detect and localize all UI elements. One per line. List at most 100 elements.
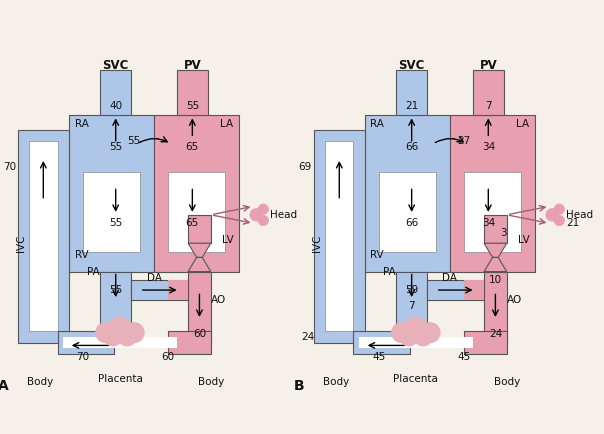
Circle shape [405,317,427,340]
FancyBboxPatch shape [188,215,211,243]
FancyBboxPatch shape [365,115,450,272]
Text: 34: 34 [481,218,495,228]
Text: 10: 10 [489,275,502,285]
Circle shape [109,317,131,340]
Text: 7: 7 [485,101,492,111]
FancyBboxPatch shape [427,280,484,300]
Text: 34: 34 [481,141,495,152]
Text: Placenta: Placenta [97,374,143,384]
Text: 40: 40 [109,101,122,111]
Text: 21: 21 [405,101,419,111]
Text: PV: PV [480,59,497,72]
FancyBboxPatch shape [353,331,410,354]
Text: 55: 55 [127,136,141,146]
FancyBboxPatch shape [313,130,365,342]
Circle shape [554,204,564,214]
Text: RA: RA [74,119,88,129]
Text: SVC: SVC [399,59,425,72]
Circle shape [554,215,564,226]
FancyBboxPatch shape [100,70,131,115]
Text: RV: RV [370,250,384,260]
Text: DA: DA [147,273,161,283]
FancyBboxPatch shape [29,141,57,331]
Text: RA: RA [370,119,384,129]
Text: 27: 27 [458,136,471,146]
Text: 65: 65 [185,141,199,152]
Text: IVC: IVC [312,234,321,252]
Polygon shape [188,257,211,272]
Text: LV: LV [518,235,530,245]
Text: LA: LA [220,119,234,129]
Text: Body: Body [198,377,224,387]
Text: IVC: IVC [16,234,25,252]
Text: AO: AO [507,295,522,305]
Text: A: A [0,379,8,394]
FancyBboxPatch shape [325,141,353,331]
Text: 45: 45 [373,352,385,362]
Polygon shape [484,257,507,272]
Text: RV: RV [74,250,88,260]
FancyBboxPatch shape [69,115,154,272]
FancyBboxPatch shape [484,215,507,243]
Text: SVC: SVC [103,59,129,72]
Text: 55: 55 [109,218,123,228]
Circle shape [546,209,559,221]
Text: Body: Body [323,377,350,387]
Text: 70: 70 [77,352,89,362]
Text: LA: LA [516,119,530,129]
Text: 65: 65 [185,218,199,228]
FancyBboxPatch shape [464,331,507,354]
Text: 59: 59 [405,285,419,295]
FancyBboxPatch shape [379,172,436,252]
FancyBboxPatch shape [100,272,131,329]
Text: Head: Head [271,210,298,220]
FancyBboxPatch shape [396,70,427,115]
Text: Placenta: Placenta [393,374,439,384]
FancyBboxPatch shape [359,337,473,348]
Text: LV: LV [222,235,234,245]
Text: 66: 66 [405,141,419,152]
FancyBboxPatch shape [83,172,140,252]
Circle shape [392,323,412,342]
Text: 55: 55 [109,285,123,295]
FancyBboxPatch shape [464,172,521,252]
FancyBboxPatch shape [177,70,208,115]
FancyBboxPatch shape [473,70,504,115]
Text: 55: 55 [109,141,123,152]
Circle shape [258,204,268,214]
Text: 69: 69 [298,161,312,171]
Text: 60: 60 [193,329,206,339]
Circle shape [104,328,122,346]
FancyBboxPatch shape [168,172,225,252]
FancyBboxPatch shape [57,331,114,354]
FancyBboxPatch shape [188,272,211,342]
FancyBboxPatch shape [154,115,239,272]
FancyBboxPatch shape [484,272,507,342]
FancyBboxPatch shape [131,280,188,300]
FancyBboxPatch shape [396,272,427,329]
Text: 60: 60 [162,352,175,362]
Text: 66: 66 [405,218,419,228]
Text: PV: PV [184,59,201,72]
FancyBboxPatch shape [464,280,484,300]
Text: Body: Body [493,377,520,387]
Text: Body: Body [27,377,54,387]
Text: B: B [294,379,304,394]
Text: 24: 24 [301,332,315,342]
Text: 21: 21 [567,218,580,228]
Circle shape [400,328,418,346]
Circle shape [250,209,263,221]
FancyBboxPatch shape [18,130,69,342]
Text: 55: 55 [185,101,199,111]
Text: AO: AO [211,295,226,305]
FancyBboxPatch shape [450,115,535,272]
Text: PA: PA [88,266,100,276]
Text: 70: 70 [2,161,16,171]
Text: DA: DA [443,273,457,283]
Circle shape [118,328,136,346]
Polygon shape [484,243,507,257]
Text: 3: 3 [501,228,507,238]
Text: 7: 7 [408,301,415,311]
FancyBboxPatch shape [168,280,188,300]
Circle shape [124,323,144,342]
